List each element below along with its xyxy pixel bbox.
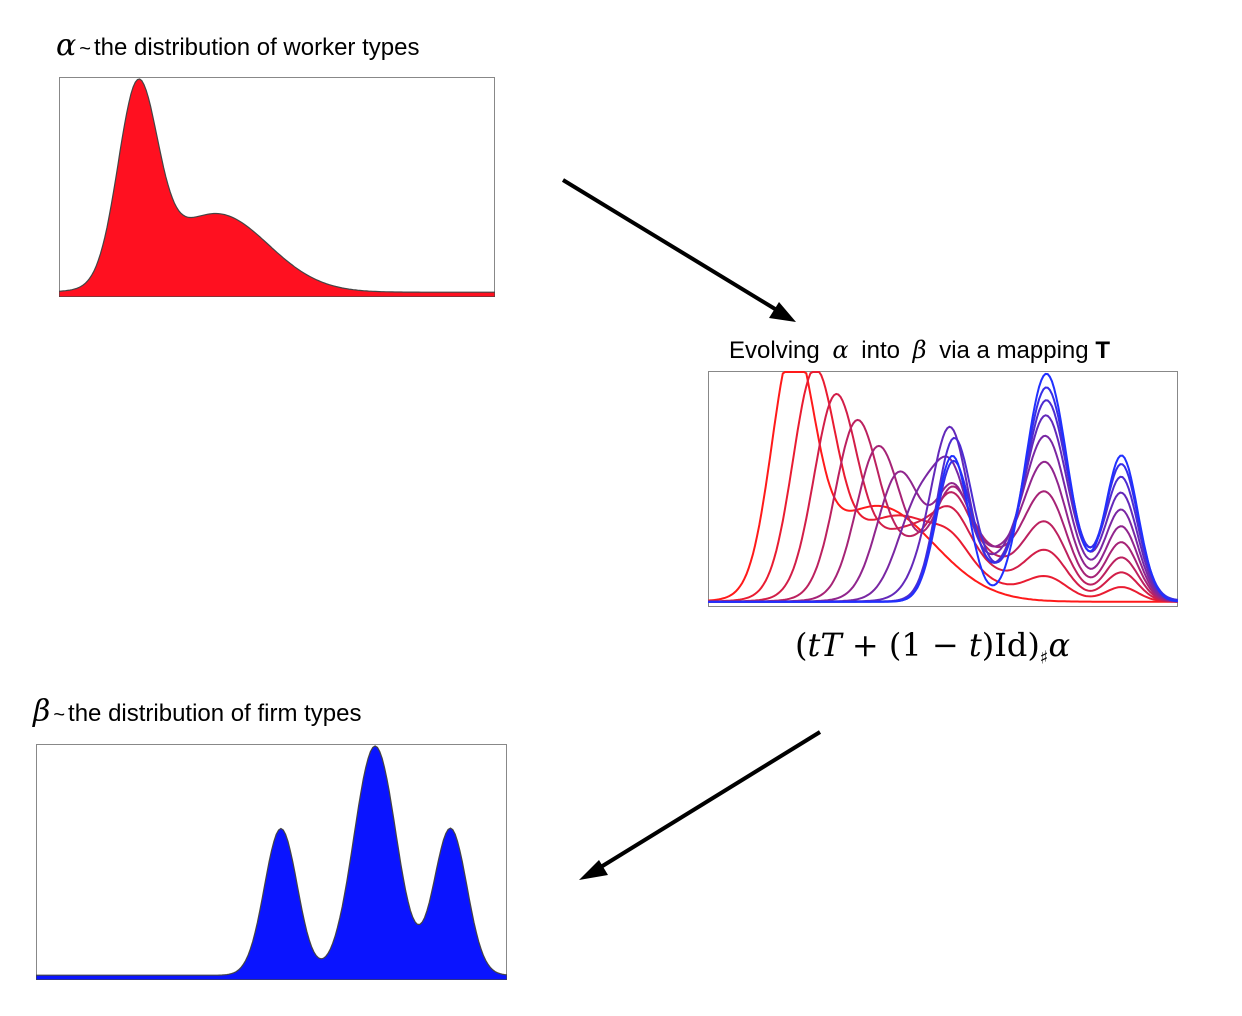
evolution-plot-svg [708, 371, 1178, 607]
beta-density-area [36, 745, 507, 980]
alpha-tilde: ~ [79, 38, 91, 60]
evolution-curve-10 [708, 372, 1178, 603]
alpha-symbol: α [56, 28, 77, 63]
alpha-caption: α ~ the distribution of worker types [56, 28, 419, 63]
formula-t2: t [968, 626, 982, 664]
evolve-middle: into [861, 337, 900, 364]
formula-plus: + (1 − [841, 626, 969, 664]
evolve-suffix: via a mapping [939, 337, 1089, 364]
evolve-prefix: Evolving [729, 337, 820, 364]
arrow-evolution-to-beta-head [579, 860, 608, 880]
evolve-beta: β [912, 336, 927, 364]
evolution-curve-0 [708, 371, 1178, 603]
evolution-curve-2 [708, 392, 1178, 603]
evolution-plot [708, 371, 1178, 607]
formula-t1: t [807, 626, 821, 664]
beta-label: the distribution of firm types [68, 700, 362, 727]
evolve-caption: Evolving α into β via a mapping T [729, 336, 1110, 365]
arrow-evolution-to-beta-shaft [594, 730, 822, 872]
formula-alpha: α [1048, 626, 1071, 664]
evolve-alpha: α [832, 336, 849, 364]
formula-T: T [820, 626, 842, 664]
evolve-mapping: T [1095, 337, 1110, 364]
alpha-density-area [59, 78, 495, 297]
pushforward-formula: (tT + (1 − t)Id)♯α [795, 626, 1070, 668]
beta-tilde: ~ [53, 704, 66, 726]
beta-symbol: β [33, 694, 51, 729]
alpha-label: the distribution of worker types [93, 34, 420, 61]
beta-caption: β ~ the distribution of firm types [33, 694, 362, 729]
arrow-alpha-to-evolution-head [769, 302, 796, 322]
formula-open: ( [795, 626, 808, 664]
alpha-distribution-plot [59, 77, 495, 297]
formula-sharp: ♯ [1039, 647, 1049, 669]
evolution-curves [708, 371, 1178, 603]
beta-distribution-plot [36, 744, 507, 980]
alpha-plot-svg [59, 77, 495, 297]
arrow-alpha-to-evolution-shaft [561, 178, 782, 314]
beta-plot-svg [36, 744, 507, 980]
evolution-curve-1 [708, 371, 1178, 603]
formula-close: )Id) [981, 626, 1040, 664]
